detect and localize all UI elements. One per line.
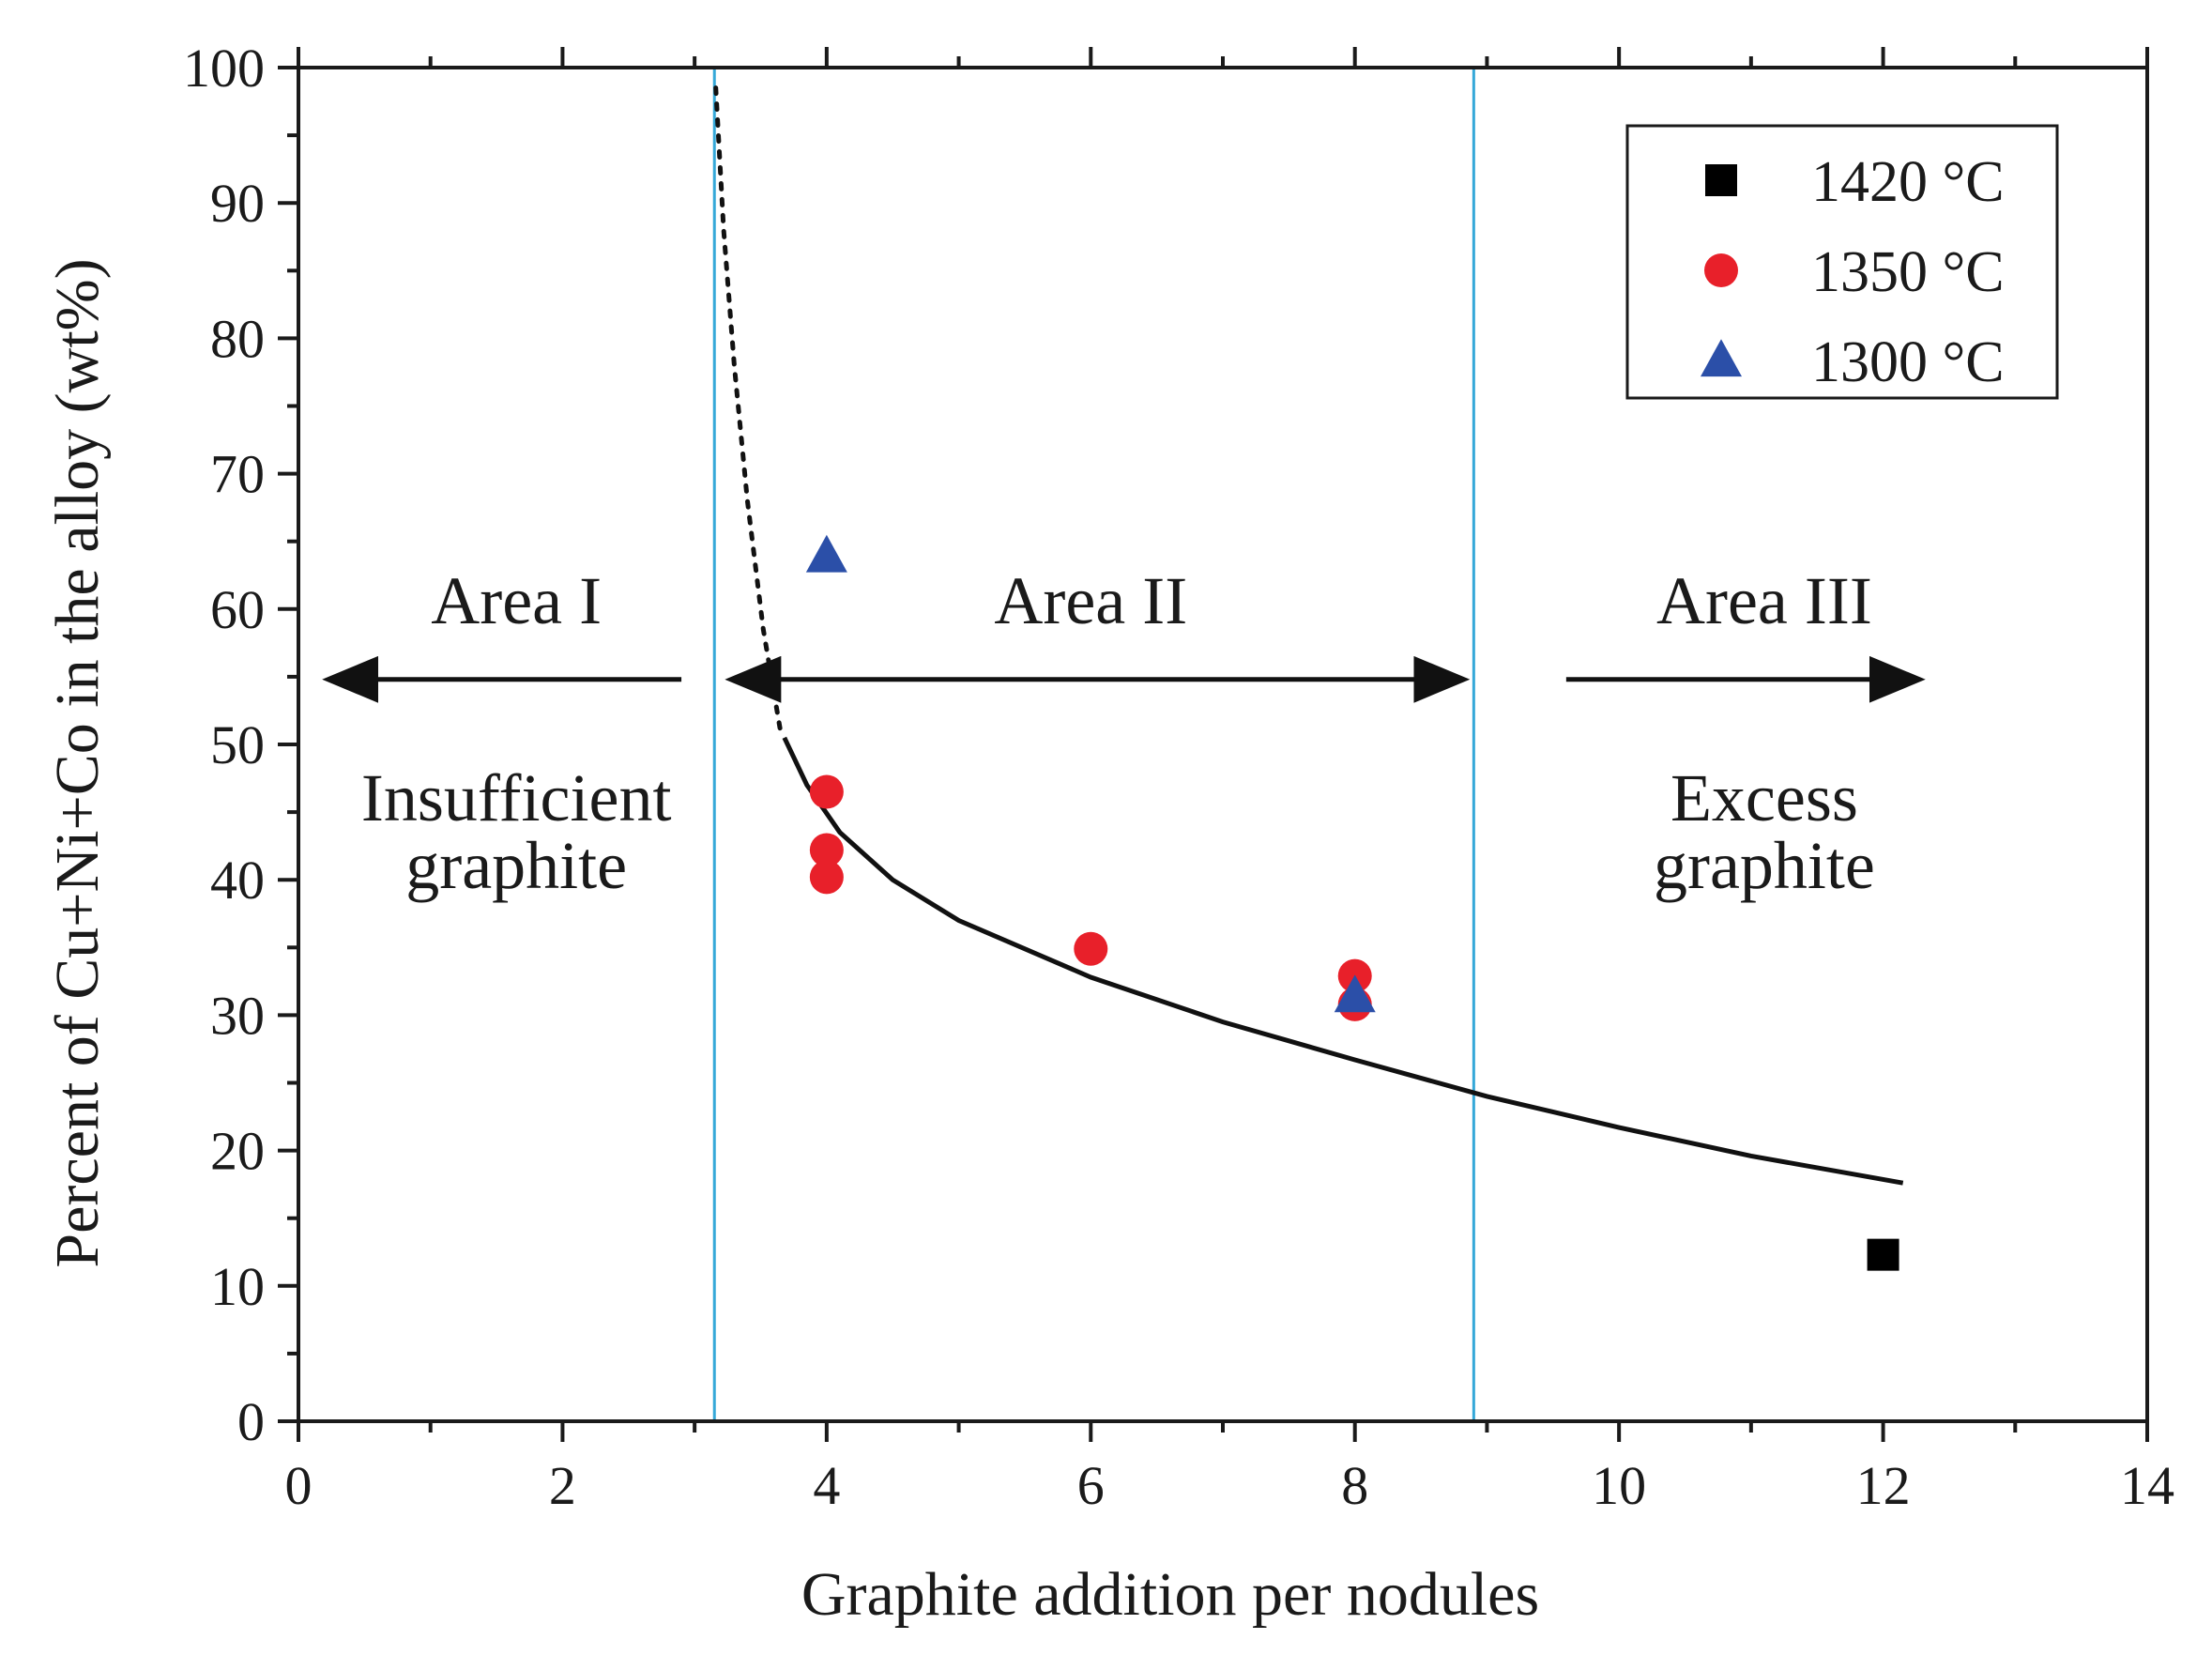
y-tick-label: 0 [237, 1391, 265, 1452]
data-point-circle [1074, 931, 1108, 966]
data-points-layer [805, 534, 1899, 1271]
legend: 1420 °C 1350 °C 1300 °C [1625, 124, 2059, 400]
x-axis-title: Graphite addition per nodules [801, 1560, 1539, 1629]
legend-marker-square [1705, 164, 1737, 196]
region-description-line: Excess [1670, 760, 1858, 835]
data-point-square [1867, 1238, 1899, 1271]
x-tick-label: 6 [1077, 1455, 1105, 1516]
x-tick-label: 4 [813, 1455, 840, 1516]
y-tick-label: 40 [210, 850, 265, 911]
x-tick-label: 14 [2120, 1455, 2174, 1516]
y-tick-label: 50 [210, 714, 265, 775]
y-tick-label: 70 [210, 444, 265, 505]
legend-label: 1350 °C [1811, 240, 2005, 304]
legend-box [1625, 124, 2059, 400]
region-description-1: Insufficient graphite [361, 760, 672, 903]
axes-frame-layer: 0 2 4 6 8 10 12 14 0 10 20 30 40 50 60 70 80 90 100 [183, 38, 2174, 1516]
x-tick-label: 0 [285, 1455, 313, 1516]
data-point-triangle [805, 534, 847, 573]
fit-curve-solid [782, 736, 1904, 1186]
x-tick-label: 8 [1341, 1455, 1368, 1516]
y-axis-title: Percent of Cu+Ni+Co in the alloy (wt%) [43, 258, 112, 1267]
y-tick-label: 30 [210, 985, 265, 1046]
y-tick-label: 80 [210, 308, 265, 369]
y-tick-label: 90 [210, 173, 265, 234]
region-label-2: Area II [994, 563, 1187, 638]
y-tick-label: 60 [210, 579, 265, 640]
region-description-3: Excess graphite [1654, 760, 1875, 903]
x-tick-label: 2 [549, 1455, 576, 1516]
region-description-line: Insufficient [361, 760, 672, 835]
legend-marker-circle [1704, 253, 1738, 287]
y-tick-label: 10 [210, 1256, 265, 1317]
y-tick-label: 20 [210, 1121, 265, 1182]
legend-label: 1420 °C [1811, 150, 2005, 214]
legend-label: 1300 °C [1811, 330, 2005, 394]
x-tick-label: 10 [1592, 1455, 1646, 1516]
region-label-1: Area I [431, 563, 602, 638]
region-description-line: graphite [405, 828, 627, 903]
text-layer: Graphite addition per nodules Percent of… [43, 258, 1539, 1629]
data-point-circle [809, 860, 844, 895]
legend-marker-triangle [1701, 339, 1742, 377]
y-tick-label: 100 [183, 38, 265, 99]
fit-curve-layer [713, 85, 1904, 1186]
fit-curve-dotted [713, 85, 784, 734]
region-description-line: graphite [1654, 828, 1875, 903]
data-point-circle [809, 833, 844, 867]
data-point-circle [809, 774, 844, 809]
region-label-3: Area III [1656, 563, 1872, 638]
x-tick-label: 12 [1856, 1455, 1911, 1516]
data-point-triangle [1334, 974, 1376, 1013]
reference-lines-layer [712, 68, 1475, 1421]
